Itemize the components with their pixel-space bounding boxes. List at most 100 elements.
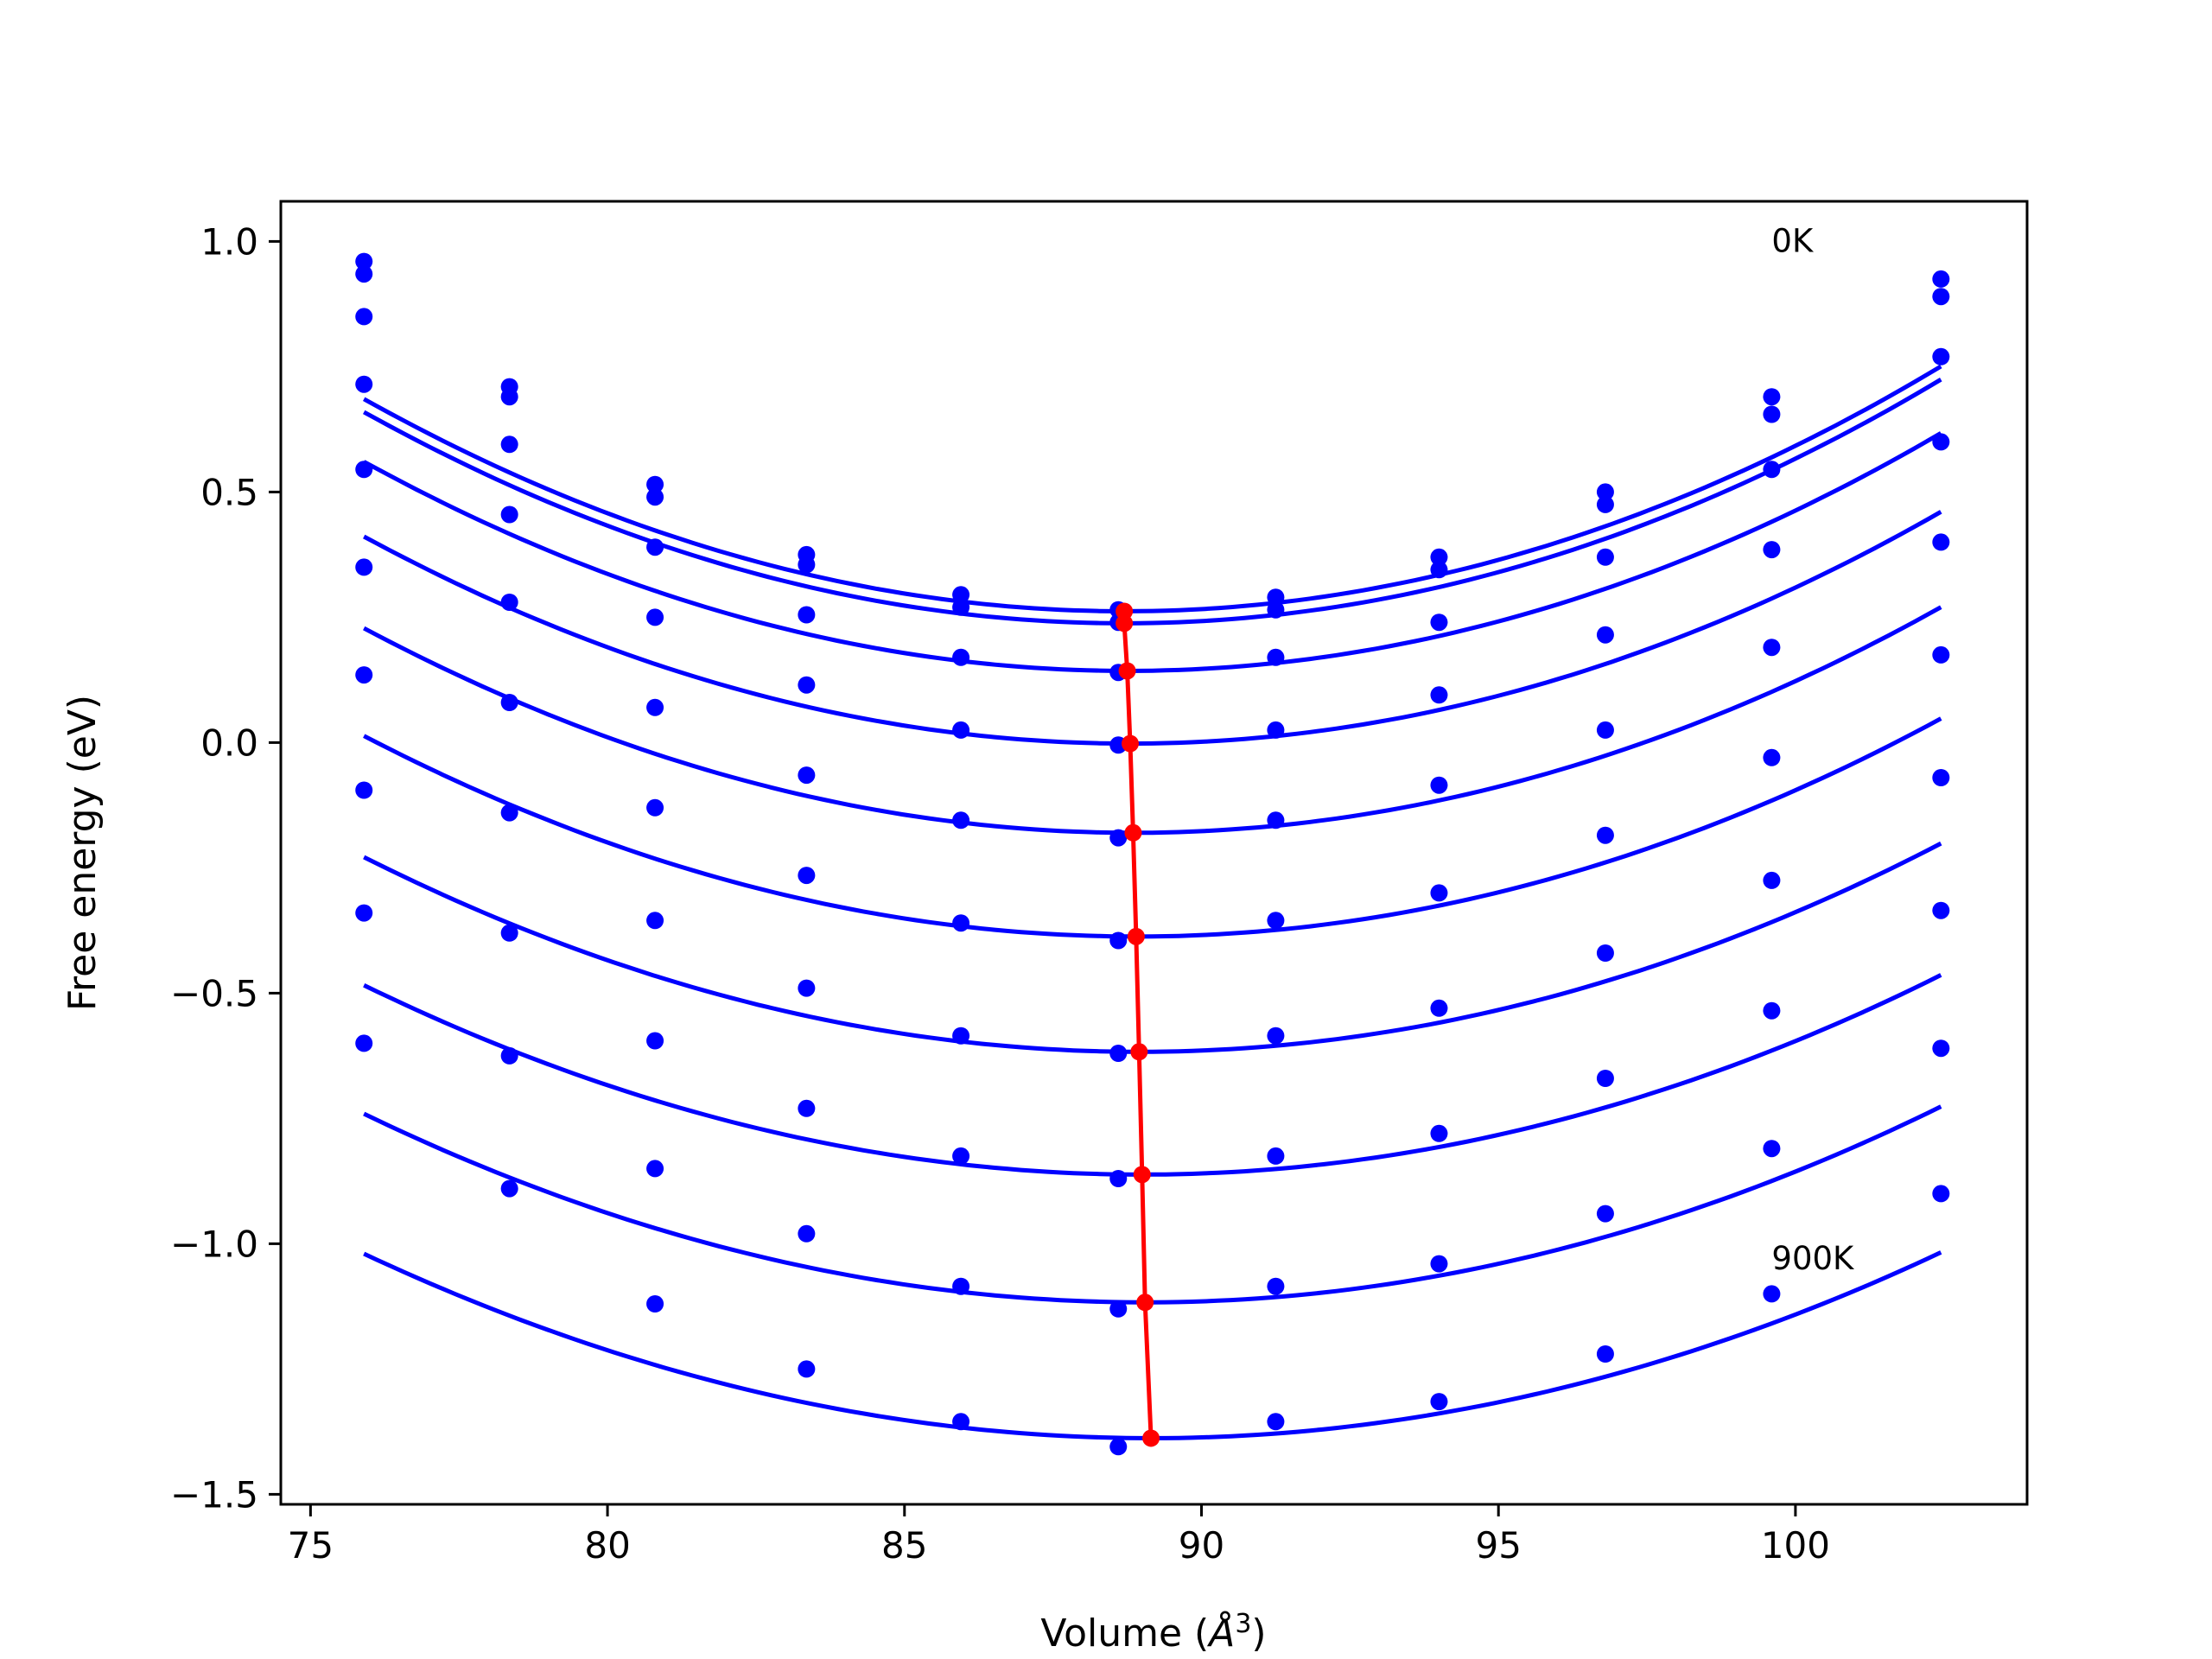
data-point (798, 766, 816, 785)
data-point (952, 1027, 970, 1045)
x-tick-label: 85 (881, 1524, 927, 1567)
data-point (355, 781, 373, 799)
data-point (1267, 1147, 1285, 1165)
data-point (1430, 686, 1448, 704)
annotation-label: 900K (1771, 1240, 1855, 1277)
data-point (1596, 944, 1614, 962)
data-point (1430, 1124, 1448, 1142)
data-point (798, 1224, 816, 1243)
data-point (500, 1046, 518, 1065)
data-point (1932, 433, 1950, 451)
data-point (355, 308, 373, 326)
data-point (1763, 639, 1781, 657)
data-point (1109, 1438, 1128, 1456)
data-point (646, 608, 664, 626)
data-point (1932, 347, 1950, 365)
data-point (646, 1295, 664, 1313)
data-point (1267, 1277, 1285, 1295)
data-point (1596, 826, 1614, 844)
data-point (1596, 548, 1614, 566)
data-point (952, 811, 970, 830)
data-point (1109, 1170, 1128, 1187)
data-point (1596, 1205, 1614, 1223)
data-point (798, 979, 816, 997)
data-point (500, 505, 518, 524)
data-point (1763, 871, 1781, 889)
data-point (500, 594, 518, 611)
data-point (798, 1360, 816, 1378)
minimum-line (1116, 602, 1160, 1447)
y-axis-title: Free energy (eV) (60, 695, 105, 1011)
data-point (1763, 541, 1781, 559)
data-point (355, 265, 373, 283)
data-point (952, 1147, 970, 1165)
data-point (1596, 1070, 1614, 1087)
fit-curve-10 (363, 1250, 1942, 1440)
y-tick-label: 1.0 (200, 220, 258, 263)
data-point (952, 586, 970, 604)
y-tick-label: 0.0 (200, 721, 258, 764)
data-point (1932, 1185, 1950, 1203)
data-point (1267, 811, 1285, 830)
annotations: 0K 900K (1771, 222, 1855, 1276)
data-point (1763, 748, 1781, 766)
x-axis-ticks: 75 80 85 90 95 100 (288, 1504, 1830, 1567)
data-point (1430, 613, 1448, 632)
data-point (1267, 601, 1285, 619)
data-point (646, 912, 664, 930)
x-tick-label: 90 (1179, 1524, 1224, 1567)
fit-curve-3 (363, 431, 1942, 674)
data-point (1596, 626, 1614, 644)
data-point (646, 1032, 664, 1050)
minimum-connector-line (1122, 611, 1154, 1439)
data-point (1430, 999, 1448, 1017)
minimum-point (1136, 1294, 1154, 1312)
data-point (1109, 1300, 1128, 1318)
data-point (1430, 776, 1448, 794)
data-point (1763, 405, 1781, 423)
fit-curves (362, 364, 1942, 1440)
data-point (1267, 648, 1285, 666)
data-point (1932, 901, 1950, 919)
data-point (1430, 1393, 1448, 1411)
data-point (952, 1277, 970, 1295)
data-point (355, 461, 373, 479)
data-point (646, 1160, 664, 1178)
fit-curve-1 (362, 364, 1942, 613)
x-tick-label: 80 (584, 1524, 630, 1567)
data-point (1109, 1045, 1128, 1062)
minimum-point (1142, 1429, 1160, 1447)
data-point (1430, 1255, 1448, 1273)
data-point (355, 904, 373, 922)
fit-curve-6 (363, 716, 1942, 939)
annotation-label: 0K (1771, 222, 1815, 259)
minimum-point (1116, 602, 1134, 620)
x-axis-title: Volume (Å3) (1040, 1609, 1266, 1656)
data-point (1763, 388, 1781, 406)
minimum-point (1124, 823, 1142, 842)
fit-curve-2 (363, 378, 1942, 626)
data-point (952, 598, 970, 616)
data-point (798, 676, 816, 694)
data-point (1932, 645, 1950, 664)
data-point (500, 388, 518, 406)
data-point (1932, 288, 1950, 306)
data-point (1596, 721, 1614, 739)
fit-curve-7 (363, 841, 1942, 1054)
data-point (355, 1034, 373, 1052)
data-point (1932, 769, 1950, 786)
fit-curve-8 (363, 973, 1942, 1177)
data-point (952, 1413, 970, 1431)
minimum-point (1118, 662, 1136, 680)
fit-curve-9 (363, 1104, 1942, 1305)
minimum-point (1130, 1043, 1148, 1061)
minimum-point (1116, 614, 1134, 632)
y-tick-label: −0.5 (170, 972, 258, 1014)
data-point (952, 648, 970, 666)
data-point (798, 606, 816, 624)
data-point (1763, 1285, 1781, 1303)
y-axis-ticks: 1.0 0.5 0.0 −0.5 −1.0 −1.5 (170, 220, 281, 1516)
x-tick-label: 75 (288, 1524, 334, 1567)
x-tick-label: 100 (1761, 1524, 1830, 1567)
